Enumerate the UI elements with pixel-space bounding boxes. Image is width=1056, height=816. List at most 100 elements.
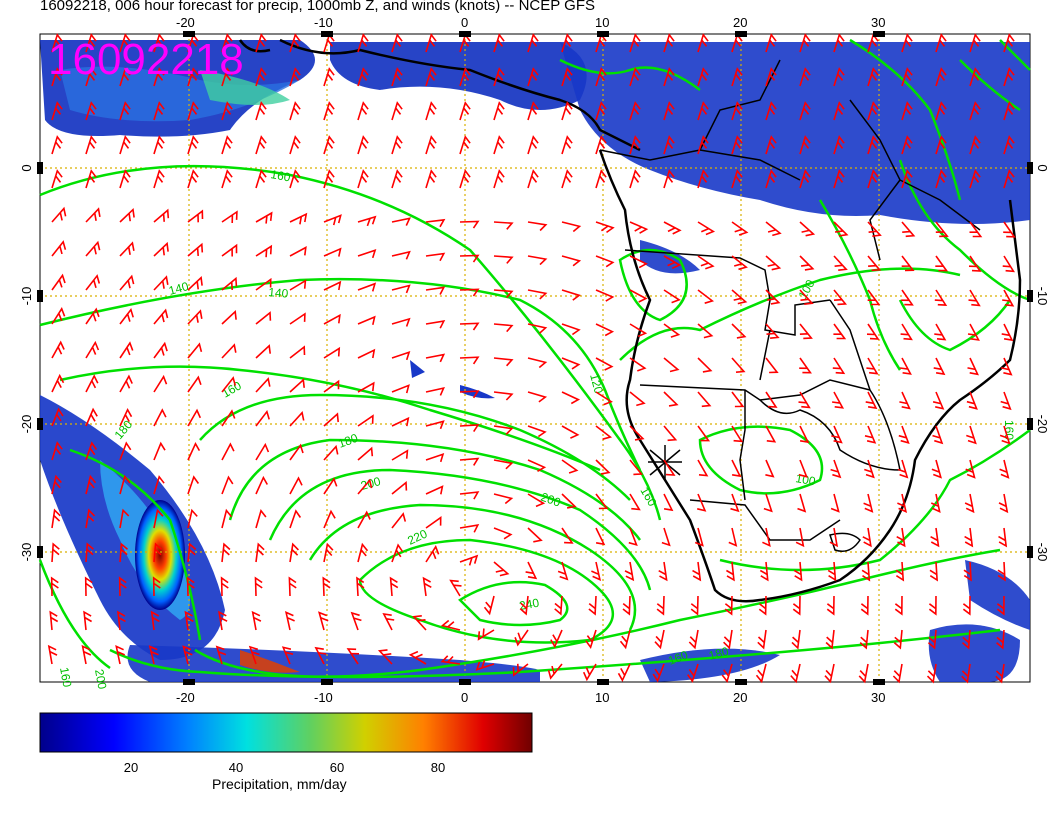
wind-barb — [629, 255, 648, 269]
wind-barb — [493, 527, 513, 540]
wind-barb — [493, 493, 514, 505]
wind-barb — [898, 425, 910, 444]
wind-barb — [148, 645, 159, 665]
lon-tick: 10 — [595, 15, 609, 30]
wind-barb — [897, 459, 909, 479]
wind-barb — [731, 459, 742, 478]
wind-barb — [864, 425, 877, 444]
wind-barb — [595, 289, 615, 302]
wind-barb — [391, 317, 411, 327]
wind-barb — [595, 493, 609, 510]
wind-barb — [51, 474, 62, 495]
wind-barb — [996, 595, 1005, 616]
wind-barb — [119, 508, 130, 529]
wind-barb — [85, 508, 96, 529]
wind-barb — [323, 101, 335, 121]
wind-barb — [493, 169, 505, 189]
wind-barb — [935, 135, 947, 155]
wind-barb — [357, 282, 377, 292]
wind-barb — [493, 221, 514, 230]
wind-barb — [697, 289, 715, 304]
wind-barbs — [47, 33, 1016, 684]
wind-barb — [765, 101, 777, 121]
wind-barb — [221, 542, 231, 563]
wind-barb — [824, 663, 835, 684]
wind-barb — [833, 289, 848, 306]
wind-barb — [663, 425, 678, 442]
wind-barb — [153, 241, 169, 257]
wind-barb — [663, 135, 675, 155]
wind-barb — [730, 493, 740, 513]
wind-barb — [629, 391, 646, 407]
wind-barb — [323, 313, 341, 325]
wind-barb — [85, 474, 97, 495]
wind-barb — [547, 663, 563, 680]
wind-barb — [391, 416, 410, 427]
wind-barb — [799, 425, 810, 444]
wind-barb — [697, 357, 713, 373]
wind-barb — [289, 279, 307, 291]
wind-barb — [527, 493, 546, 508]
wind-barb — [527, 33, 539, 53]
wind-barb — [459, 101, 471, 121]
wind-barb — [425, 252, 446, 262]
wind-barb — [51, 542, 60, 563]
wind-barb — [731, 425, 744, 443]
wind-barb — [617, 663, 631, 683]
wind-barb — [697, 221, 716, 236]
wind-barb — [493, 255, 514, 264]
wind-barb — [119, 101, 131, 121]
wind-barb — [798, 459, 808, 478]
wind-barb — [527, 357, 548, 369]
wind-barb — [221, 33, 233, 53]
wind-barb — [527, 391, 548, 403]
wind-barb — [867, 169, 879, 189]
wind-barb — [995, 663, 1005, 684]
wind-barb — [255, 169, 267, 189]
wind-barb — [694, 527, 704, 547]
wind-barb — [493, 289, 514, 299]
wind-barb — [153, 441, 166, 461]
wind-barb — [85, 67, 97, 87]
wind-barb — [221, 276, 238, 291]
wind-barb — [412, 615, 427, 631]
wind-barb — [561, 289, 581, 301]
contour-label: 240 — [518, 596, 540, 613]
wind-barb — [697, 255, 715, 270]
wind-barb — [661, 527, 671, 547]
wind-barb — [85, 240, 101, 257]
wind-barb — [119, 474, 131, 495]
lat-tick: -30 — [1035, 543, 1050, 562]
wind-barb — [629, 221, 649, 234]
lon-tick: 20 — [733, 690, 747, 705]
wind-barb — [289, 212, 308, 225]
wind-barb — [150, 610, 160, 631]
wind-barb — [595, 425, 613, 440]
wind-barb — [901, 33, 913, 53]
contour-label: 180 — [707, 644, 730, 663]
wind-barb — [969, 221, 983, 238]
wind-barb — [221, 508, 233, 529]
wind-barb — [187, 67, 199, 87]
wind-barb — [493, 357, 514, 367]
wind-barb — [765, 255, 782, 271]
wind-barb — [527, 255, 548, 266]
wind-barb — [899, 391, 911, 410]
wind-barb — [863, 493, 874, 513]
wind-barb — [1003, 67, 1015, 87]
wind-barb — [629, 67, 641, 87]
wind-barb — [289, 345, 306, 359]
wind-barb — [901, 221, 916, 238]
wind-barb — [425, 33, 437, 53]
wind-barb — [255, 508, 267, 529]
wind-barb — [964, 493, 975, 514]
wind-barb — [483, 595, 495, 616]
wind-barb — [459, 356, 480, 365]
wind-barb — [965, 459, 976, 479]
wind-barb — [595, 527, 606, 546]
wind-barb — [792, 595, 801, 616]
wind-barb — [153, 341, 168, 359]
wind-barb — [85, 101, 97, 121]
wind-barb — [926, 663, 937, 684]
wind-barb — [49, 610, 59, 631]
